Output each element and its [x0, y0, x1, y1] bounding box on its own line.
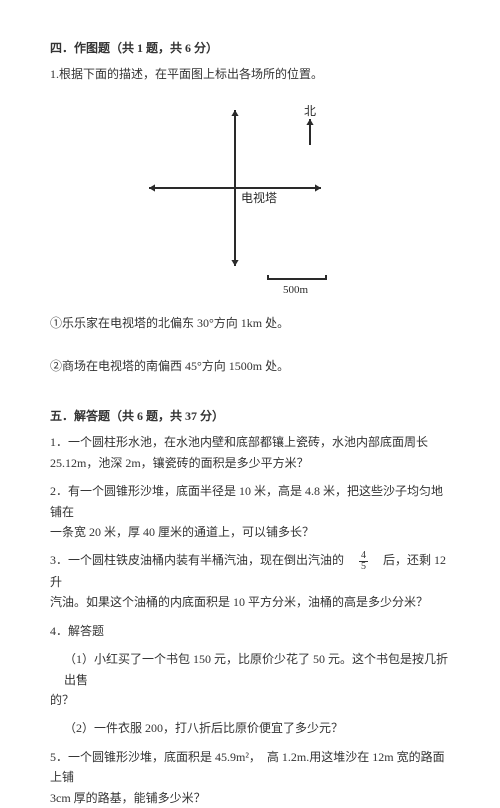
q1-line2: 25.12m，池深 2m，镶瓷砖的面积是多少平方米？: [50, 453, 450, 473]
q3-line1: 3．一个圆柱铁皮油桶内装有半桶汽油，现在倒出汽油的 4 5 后，还剩 12 升: [50, 550, 450, 592]
q3-denominator: 5: [359, 562, 368, 572]
svg-text:电视塔: 电视塔: [241, 190, 277, 205]
section4-sub1: ①乐乐家在电视塔的北偏东 30°方向 1km 处。: [50, 313, 450, 333]
q2-line1: 2．有一个圆锥形沙堆，底面半径是 10 米，高是 4.8 米，把这些沙子均匀地铺…: [50, 481, 450, 522]
compass-diagram: 电视塔 北 500m: [140, 93, 360, 299]
section5-title: 五．解答题（共 6 题，共 37 分）: [50, 406, 450, 426]
svg-text:北: 北: [304, 104, 316, 118]
q4-1-line2: 的？: [50, 690, 450, 710]
section4-prompt: 1.根据下面的描述，在平面图上标出各场所的位置。: [50, 64, 450, 84]
svg-text:500m: 500m: [283, 284, 309, 293]
q3-fraction: 4 5: [359, 551, 368, 572]
q3-pre: 3．一个圆柱铁皮油桶内装有半桶汽油，现在倒出汽油的: [50, 553, 356, 567]
q4-1-line1: （1）小红买了一个书包 150 元，比原价少花了 50 元。这个书包是按几折出售: [64, 649, 450, 690]
section4-title: 四．作图题（共 1 题，共 6 分）: [50, 38, 450, 58]
q3-line2: 汽油。如果这个油桶的内底面积是 10 平方分米，油桶的高是多少分米？: [50, 592, 450, 612]
q4-title: 4．解答题: [50, 621, 450, 641]
q1-line1: 1．一个圆柱形水池，在水池内壁和底部都镶上瓷砖，水池内部底面周长: [50, 432, 450, 452]
q2-line2: 一条宽 20 米，厚 40 厘米的通道上，可以铺多长？: [50, 522, 450, 542]
q5-line1: 5．一个圆锥形沙堆，底面积是 45.9m²， 高 1.2m.用这堆沙在 12m …: [50, 747, 450, 788]
q5-line2: 3cm 厚的路基，能铺多少米？: [50, 788, 450, 808]
section4-sub2: ②商场在电视塔的南偏西 45°方向 1500m 处。: [50, 356, 450, 376]
q4-2: （2）一件衣服 200，打八折后比原价便宜了多少元？: [64, 718, 450, 738]
